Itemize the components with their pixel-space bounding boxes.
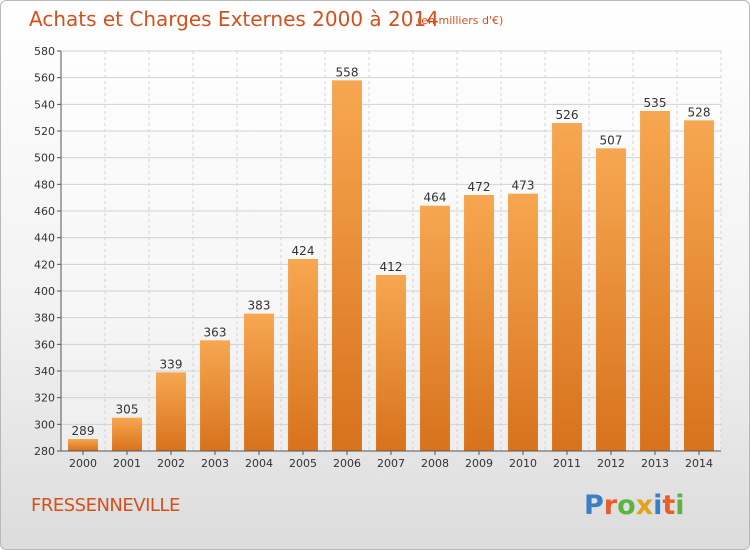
data-label: 464 bbox=[424, 191, 447, 205]
y-tick-label: 460 bbox=[34, 205, 55, 218]
y-tick-label: 520 bbox=[34, 125, 55, 138]
bar bbox=[596, 148, 626, 452]
data-label: 507 bbox=[600, 133, 623, 147]
y-tick-label: 580 bbox=[34, 45, 55, 58]
data-label: 289 bbox=[72, 424, 95, 438]
axes: 280 300 320 340 360 380 400 420 440 460 480 500 520 5… bbox=[34, 45, 721, 470]
x-tick-label: 2010 bbox=[509, 457, 537, 470]
data-label: 535 bbox=[644, 96, 667, 110]
x-tick-label: 2007 bbox=[377, 457, 405, 470]
data-label: 526 bbox=[556, 108, 579, 122]
y-tick-label: 440 bbox=[34, 232, 55, 245]
bar bbox=[244, 313, 274, 451]
data-label: 473 bbox=[512, 179, 535, 193]
bars bbox=[68, 80, 714, 452]
x-tick-label: 2009 bbox=[465, 457, 493, 470]
bar bbox=[684, 120, 714, 451]
y-tick-label: 360 bbox=[34, 338, 55, 351]
bar bbox=[464, 195, 494, 451]
x-tick-label: 2001 bbox=[113, 457, 141, 470]
bar bbox=[288, 259, 318, 451]
data-label: 363 bbox=[204, 325, 227, 339]
y-tick-label: 300 bbox=[34, 418, 55, 431]
data-label: 383 bbox=[248, 299, 271, 313]
bar bbox=[376, 275, 406, 451]
bar bbox=[552, 123, 582, 451]
commune-name: FRESSENNEVILLE bbox=[31, 495, 180, 516]
x-tick-label: 2014 bbox=[685, 457, 713, 470]
logo-letter: P bbox=[584, 490, 604, 521]
y-tick-label: 400 bbox=[34, 285, 55, 298]
x-tick-label: 2003 bbox=[201, 457, 229, 470]
data-label: 558 bbox=[336, 65, 359, 79]
logo-letter: r bbox=[603, 490, 618, 521]
x-tick-label: 2013 bbox=[641, 457, 669, 470]
x-tick-label: 2006 bbox=[333, 457, 361, 470]
logo-letter: o bbox=[617, 490, 636, 521]
bar bbox=[508, 193, 538, 451]
x-tick-label: 2005 bbox=[289, 457, 317, 470]
y-tick-label: 560 bbox=[34, 72, 55, 85]
y-tick-label: 320 bbox=[34, 392, 55, 405]
data-label: 412 bbox=[380, 260, 403, 274]
bar bbox=[68, 439, 98, 451]
bar bbox=[420, 205, 450, 451]
logo-letter: x bbox=[635, 490, 654, 521]
logo-letter: t bbox=[662, 490, 676, 521]
data-label: 305 bbox=[116, 403, 139, 417]
bar bbox=[156, 372, 186, 451]
logo-letter: i bbox=[653, 490, 663, 521]
bar bbox=[332, 80, 362, 451]
x-tick-label: 2004 bbox=[245, 457, 273, 470]
y-tick-label: 340 bbox=[34, 365, 55, 378]
y-tick-label: 420 bbox=[34, 258, 55, 271]
y-tick-label: 480 bbox=[34, 178, 55, 191]
bar bbox=[112, 417, 142, 451]
x-tick-label: 2000 bbox=[69, 457, 97, 470]
logo-letter: i bbox=[675, 490, 685, 521]
x-tick-label: 2012 bbox=[597, 457, 625, 470]
data-label: 472 bbox=[468, 180, 491, 194]
x-tick-label: 2008 bbox=[421, 457, 449, 470]
chart-title: Achats et Charges Externes 2000 à 2014 bbox=[29, 7, 439, 31]
data-label: 424 bbox=[292, 244, 315, 258]
data-labels: 289 305 339 363 383 424 558 412 464 472 473 526 507 5… bbox=[72, 65, 711, 438]
x-tick-label: 2002 bbox=[157, 457, 185, 470]
y-tick-label: 500 bbox=[34, 152, 55, 165]
chart-subtitle: (en milliers d'€) bbox=[417, 14, 504, 27]
y-tick-label: 540 bbox=[34, 98, 55, 111]
bar bbox=[200, 340, 230, 451]
proxiti-logo[interactable]: Proxiti bbox=[584, 490, 685, 521]
data-label: 339 bbox=[160, 357, 183, 371]
y-tick-label: 380 bbox=[34, 312, 55, 325]
data-label: 528 bbox=[688, 105, 711, 119]
x-tick-label: 2011 bbox=[553, 457, 581, 470]
y-tick-label: 280 bbox=[34, 445, 55, 458]
bar bbox=[640, 111, 670, 451]
